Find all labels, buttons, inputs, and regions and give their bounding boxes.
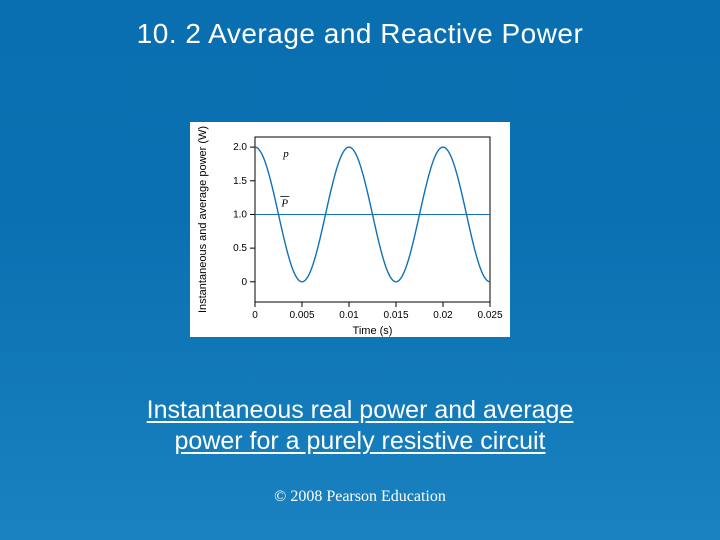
chart-caption: Instantaneous real power and average pow…: [0, 395, 720, 458]
svg-text:Instantaneous and average powe: Instantaneous and average power (W): [197, 126, 209, 313]
svg-text:0.02: 0.02: [433, 310, 453, 321]
svg-text:2.0: 2.0: [233, 142, 247, 153]
svg-text:0: 0: [252, 310, 258, 321]
power-chart-svg: 0 0.5 1.0 1.5 2.0 0 0.005 0.01 0.015 0.02 0.025 Tim…: [190, 122, 510, 337]
svg-text:0.5: 0.5: [233, 243, 247, 254]
svg-text:0.01: 0.01: [339, 310, 359, 321]
svg-text:1.0: 1.0: [233, 209, 247, 220]
svg-text:Time (s): Time (s): [353, 325, 393, 337]
copyright-text: © 2008 Pearson Education: [0, 488, 720, 506]
slide-title: 10. 2 Average and Reactive Power: [0, 0, 720, 50]
svg-text:0.015: 0.015: [383, 310, 408, 321]
caption-line-2: power for a purely resistive circuit: [175, 427, 546, 455]
svg-text:1.5: 1.5: [233, 176, 247, 187]
svg-text:p: p: [282, 148, 289, 160]
svg-text:0.025: 0.025: [477, 310, 502, 321]
svg-text:0: 0: [241, 277, 247, 288]
svg-text:P: P: [280, 197, 288, 209]
svg-text:0.005: 0.005: [289, 310, 314, 321]
caption-line-1: Instantaneous real power and average: [147, 396, 574, 424]
power-chart: 0 0.5 1.0 1.5 2.0 0 0.005 0.01 0.015 0.02 0.025 Tim…: [190, 122, 510, 337]
